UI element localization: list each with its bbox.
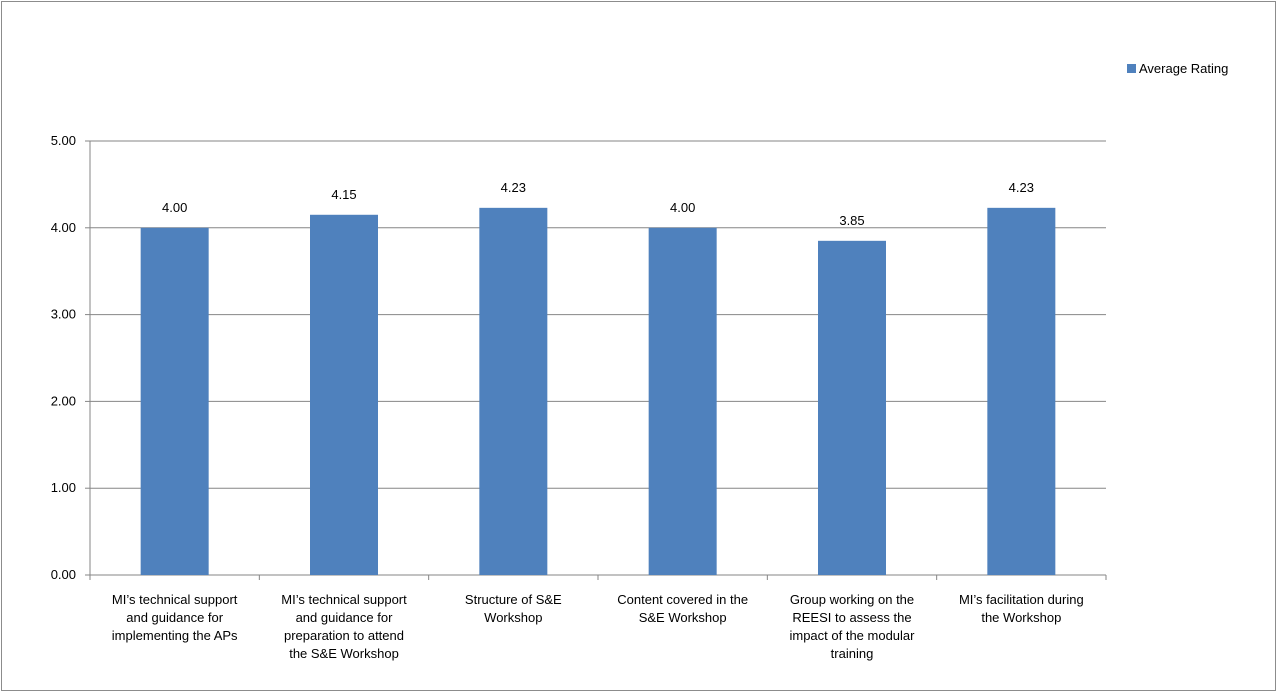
category-label-line: preparation to attend [284, 628, 404, 643]
y-axis-ticks: 0.00 1.00 2.00 3.00 4.00 5.00 [51, 133, 90, 582]
category-label-line: Group working on the [790, 592, 914, 607]
bar [987, 207, 1056, 575]
bar [818, 240, 886, 575]
category-label-line: and guidance for [296, 610, 394, 625]
category-label: Content covered in the S&E Workshop [617, 592, 748, 625]
category-label-line: the Workshop [981, 610, 1061, 625]
data-label: 4.23 [1009, 180, 1034, 195]
y-tick-label: 0.00 [51, 567, 76, 582]
category-labels: MI’s technical support and guidance for im… [112, 592, 1084, 661]
category-label-line: S&E Workshop [639, 610, 727, 625]
bar [479, 207, 548, 575]
category-label: MI’s technical support and guidance for im… [112, 592, 238, 643]
legend-label: Average Rating [1139, 61, 1228, 76]
category-label-line: Structure of S&E [465, 592, 562, 607]
category-label-line: REESI to assess the [792, 610, 911, 625]
category-label: MI’s facilitation during the Workshop [959, 592, 1084, 625]
data-label: 4.15 [331, 187, 356, 202]
category-label: Structure of S&E Workshop [465, 592, 562, 625]
y-tick-label: 3.00 [51, 307, 76, 322]
data-label: 4.00 [670, 200, 695, 215]
data-label: 4.00 [162, 200, 187, 215]
axes [89, 141, 1107, 580]
data-label: 4.23 [501, 180, 526, 195]
data-label: 3.85 [839, 213, 864, 228]
gridlines [90, 140, 1106, 489]
category-label-line: MI’s facilitation during [959, 592, 1084, 607]
y-tick-label: 1.00 [51, 480, 76, 495]
bar-chart: 0.001.002.003.004.005.00 4.004.15 4.234.0… [51, 61, 1229, 661]
category-label-line: the S&E Workshop [289, 646, 399, 661]
category-label-line: Content covered in the [617, 592, 748, 607]
bars [140, 207, 1056, 576]
category-label-line: and guidance for [126, 610, 224, 625]
category-label-line: impact of the modular [789, 628, 915, 643]
category-label: Group working on the REESI to assess the i… [789, 592, 915, 661]
category-label-line: MI’s technical support [281, 592, 407, 607]
bar [140, 227, 209, 576]
y-tick-label: 4.00 [51, 220, 76, 235]
bar [648, 227, 717, 576]
category-label-line: Workshop [484, 610, 542, 625]
y-tick-label: 5.00 [51, 133, 76, 148]
bar [310, 214, 378, 575]
y-tick-label: 2.00 [51, 393, 76, 408]
legend-swatch [1127, 64, 1136, 73]
data-labels: 4.00 4.15 4.23 4.00 3.85 4.23 [162, 180, 1034, 228]
category-label-line: implementing the APs [112, 628, 238, 643]
category-label-line: training [831, 646, 874, 661]
category-label: MI’s technical support and guidance for pr… [281, 592, 407, 661]
category-label-line: MI’s technical support [112, 592, 238, 607]
legend: Average Rating [1127, 61, 1228, 76]
